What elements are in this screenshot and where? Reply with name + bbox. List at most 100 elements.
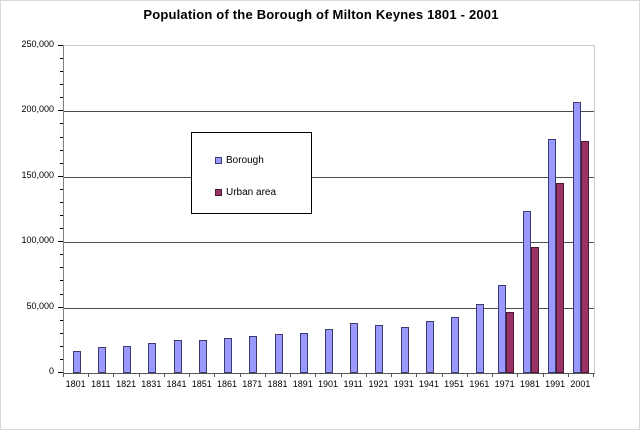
x-axis-tick: [63, 373, 64, 377]
x-axis-tick-label: 1941: [418, 379, 439, 389]
y-axis-minor-tick: [60, 345, 63, 347]
x-axis-tick-label: 1951: [444, 379, 465, 389]
bar-borough-1911: [350, 323, 359, 373]
bar-urban-area-2001: [581, 141, 590, 373]
x-axis-tick: [113, 373, 114, 377]
y-axis-tick: [58, 306, 63, 308]
bar-borough-1861: [224, 337, 233, 373]
y-axis-minor-tick: [60, 136, 63, 138]
y-axis-tick-label: 150,000: [21, 169, 54, 180]
y-axis-minor-tick: [60, 280, 63, 282]
x-axis-tick-label: 1971: [494, 379, 515, 389]
bar-borough-1841: [173, 340, 182, 373]
bar-borough-1851: [198, 339, 207, 373]
legend-swatch-icon: [215, 157, 222, 164]
x-axis-tick-label: 1921: [368, 379, 389, 389]
bar-urban-area-1991: [556, 183, 565, 373]
x-axis-tick-label: 1881: [267, 379, 288, 389]
bar-borough-2001: [573, 102, 582, 373]
bar-borough-1941: [425, 321, 434, 373]
y-axis-minor-tick: [60, 319, 63, 321]
x-axis-tick-label: 1821: [116, 379, 137, 389]
x-axis-tick: [265, 373, 266, 377]
bar-borough-1891: [299, 333, 308, 373]
y-axis-tick: [58, 175, 63, 177]
bar-borough-1811: [97, 347, 106, 373]
x-axis-tick-label: 1911: [343, 379, 363, 389]
x-axis-tick-label: 1861: [217, 379, 238, 389]
x-axis-tick: [189, 373, 190, 377]
y-axis-minor-tick: [60, 58, 63, 60]
bar-borough-1971: [497, 285, 506, 373]
y-axis-tick: [58, 45, 63, 46]
legend-item-label: Borough: [226, 155, 264, 166]
x-axis-tick: [290, 373, 291, 377]
y-axis-tick-label: 50,000: [26, 300, 54, 311]
y-axis-tick-label: 200,000: [21, 104, 54, 115]
x-axis-tick-label: 1901: [317, 379, 338, 389]
x-axis-tick: [164, 373, 165, 377]
y-axis-minor-tick: [60, 267, 63, 269]
y-axis-tick-label: 100,000: [21, 235, 54, 246]
bar-borough-1901: [325, 328, 333, 373]
bar-borough-1921: [375, 325, 384, 373]
bar-borough-1981: [522, 210, 531, 373]
y-axis-tick-label: 250,000: [21, 39, 54, 49]
legend-item-urban-area: Urban area: [215, 187, 276, 198]
legend-item-borough: Borough: [215, 155, 264, 166]
x-axis-tick-label: 1841: [166, 379, 187, 389]
x-axis-tick-label: 1811: [91, 379, 111, 389]
bar-borough-1881: [274, 334, 283, 373]
y-axis-minor-tick: [60, 162, 63, 164]
chart-legend: Borough Urban area: [191, 132, 312, 214]
plot-area: [63, 45, 595, 374]
x-axis-tick: [240, 373, 241, 377]
y-axis-minor-tick: [60, 97, 63, 99]
x-axis-tick: [568, 373, 569, 377]
y-axis-minor-tick: [60, 215, 63, 217]
gridline: [64, 176, 594, 178]
x-axis-tick-label: 1991: [545, 379, 566, 389]
x-axis-tick: [593, 373, 594, 377]
y-axis-minor-tick: [60, 254, 63, 256]
x-axis-tick: [543, 373, 544, 377]
bar-borough-1991: [548, 138, 557, 373]
bar-borough-1871: [249, 335, 258, 373]
x-axis-tick-label: 1851: [191, 379, 212, 389]
y-axis-minor-tick: [60, 358, 63, 360]
x-axis-tick: [366, 373, 367, 377]
x-axis-tick-label: 1801: [65, 379, 86, 389]
x-axis-tick: [391, 373, 392, 377]
x-axis-tick-label: 1981: [519, 379, 540, 389]
x-axis-tick-label: 1831: [141, 379, 162, 389]
x-axis-tick: [492, 373, 493, 377]
x-axis-tick: [517, 373, 518, 377]
gridline: [64, 307, 594, 309]
y-axis-minor-tick: [60, 149, 63, 151]
x-axis-tick: [139, 373, 140, 377]
bar-borough-1951: [451, 317, 460, 373]
x-axis-tick: [315, 373, 316, 377]
y-axis-tick-label: 0: [48, 366, 54, 376]
bar-borough-1831: [148, 342, 157, 373]
y-axis-minor-tick: [60, 228, 63, 230]
x-axis-tick-label: 1961: [469, 379, 490, 389]
x-axis-tick-label: 1931: [393, 379, 414, 389]
y-axis-minor-tick: [60, 71, 63, 73]
x-axis-tick: [88, 373, 89, 377]
x-axis-tick-label: 1891: [292, 379, 313, 389]
y-axis-minor-tick: [60, 188, 63, 190]
page-title: Population of the Borough of Milton Keyn…: [143, 7, 499, 22]
y-axis-minor-tick: [60, 201, 63, 203]
x-axis-tick: [467, 373, 468, 377]
gridline: [64, 242, 594, 244]
y-axis-tick: [58, 372, 63, 373]
bar-borough-1961: [476, 303, 485, 373]
bar-borough-1801: [72, 350, 81, 373]
y-axis-minor-tick: [60, 332, 63, 334]
x-axis-tick: [416, 373, 417, 377]
x-axis-tick: [214, 373, 215, 377]
y-axis-minor-tick: [60, 293, 63, 295]
bar-borough-1931: [400, 326, 409, 373]
